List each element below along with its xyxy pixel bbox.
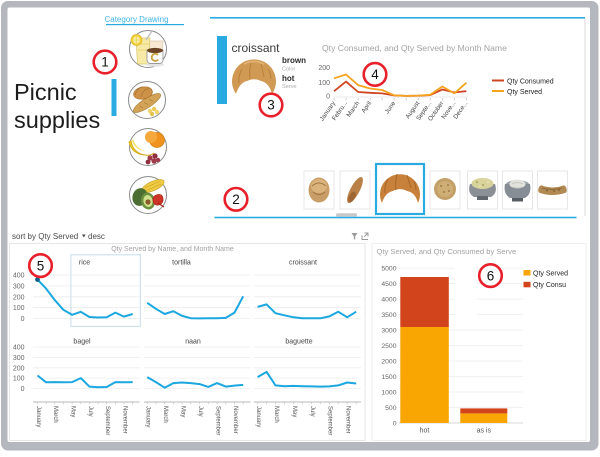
svg-text:Qty Served, and Qty Consumed b: Qty Served, and Qty Consumed by Serve xyxy=(377,247,517,256)
svg-text:sort by Qty Served: sort by Qty Served xyxy=(12,232,78,241)
svg-text:Qty Served by Name, and Month: Qty Served by Name, and Month Name xyxy=(111,246,234,253)
svg-text:croissant: croissant xyxy=(289,260,317,267)
svg-text:rice: rice xyxy=(79,260,90,267)
svg-text:2000: 2000 xyxy=(381,358,396,365)
svg-text:Qty Consumed, and Qty Served b: Qty Consumed, and Qty Served by Month Na… xyxy=(322,43,507,53)
svg-text:1500: 1500 xyxy=(381,374,396,381)
svg-text:500: 500 xyxy=(385,405,397,412)
svg-text:November: November xyxy=(121,406,127,434)
svg-text:400: 400 xyxy=(13,273,25,280)
svg-text:January: January xyxy=(145,406,151,427)
svg-text:300: 300 xyxy=(13,283,25,290)
svg-text:1000: 1000 xyxy=(381,389,396,396)
svg-text:July: July xyxy=(87,406,93,417)
svg-text:Qty Consumed: Qty Consumed xyxy=(507,78,554,85)
svg-text:bagel: bagel xyxy=(73,339,91,346)
svg-text:Color: Color xyxy=(282,67,296,73)
svg-text:2500: 2500 xyxy=(381,343,396,350)
svg-text:July: July xyxy=(309,406,315,417)
svg-text:Qty Served: Qty Served xyxy=(533,270,568,277)
svg-text:6: 6 xyxy=(487,268,495,283)
svg-text:100: 100 xyxy=(13,305,25,312)
svg-text:baguette: baguette xyxy=(285,339,312,346)
svg-text:croissant: croissant xyxy=(232,41,281,55)
svg-text:400: 400 xyxy=(13,345,25,352)
svg-text:November: November xyxy=(345,406,351,434)
svg-text:Picnic: Picnic xyxy=(14,79,77,105)
svg-text:300: 300 xyxy=(13,355,25,362)
svg-text:200: 200 xyxy=(13,365,25,372)
svg-text:desc: desc xyxy=(88,232,105,241)
svg-text:supplies: supplies xyxy=(14,107,100,133)
svg-text:brown: brown xyxy=(282,56,306,65)
svg-text:naan: naan xyxy=(185,339,201,346)
svg-text:as is: as is xyxy=(477,428,492,435)
svg-text:January: January xyxy=(35,406,41,427)
svg-text:September: September xyxy=(214,406,220,435)
svg-text:January: January xyxy=(255,406,261,427)
svg-text:May: May xyxy=(70,406,76,417)
svg-text:0: 0 xyxy=(326,94,330,101)
svg-text:November: November xyxy=(232,406,238,434)
svg-text:Category Drawing: Category Drawing xyxy=(104,15,168,24)
svg-text:March: March xyxy=(52,406,58,423)
svg-text:200: 200 xyxy=(318,65,330,72)
svg-text:hot: hot xyxy=(282,74,295,83)
svg-text:3500: 3500 xyxy=(381,312,396,319)
svg-text:Serve: Serve xyxy=(282,84,297,90)
svg-text:May: May xyxy=(180,406,186,417)
svg-text:200: 200 xyxy=(13,294,25,301)
svg-text:May: May xyxy=(291,406,297,417)
svg-text:5: 5 xyxy=(37,258,45,273)
svg-text:1: 1 xyxy=(101,55,109,70)
svg-text:5000: 5000 xyxy=(381,265,396,272)
svg-text:0: 0 xyxy=(393,420,397,427)
svg-text:March: March xyxy=(273,406,279,423)
svg-text:100: 100 xyxy=(318,80,330,87)
svg-text:March: March xyxy=(162,406,168,423)
svg-text:Qty Served: Qty Served xyxy=(507,89,542,96)
svg-text:0: 0 xyxy=(21,316,25,323)
svg-text:4: 4 xyxy=(371,67,379,82)
svg-text:0: 0 xyxy=(21,386,25,393)
svg-text:hot: hot xyxy=(420,428,430,435)
svg-text:September: September xyxy=(327,406,333,435)
svg-text:3000: 3000 xyxy=(381,327,396,334)
svg-text:tortilla: tortilla xyxy=(172,260,191,267)
svg-text:4000: 4000 xyxy=(381,296,396,303)
svg-text:September: September xyxy=(104,406,110,435)
svg-text:Qty Consu: Qty Consu xyxy=(533,282,566,289)
svg-text:2: 2 xyxy=(232,192,240,207)
svg-text:3: 3 xyxy=(267,98,275,113)
svg-text:July: July xyxy=(197,406,203,417)
svg-text:100: 100 xyxy=(13,376,25,383)
svg-text:4500: 4500 xyxy=(381,281,396,288)
